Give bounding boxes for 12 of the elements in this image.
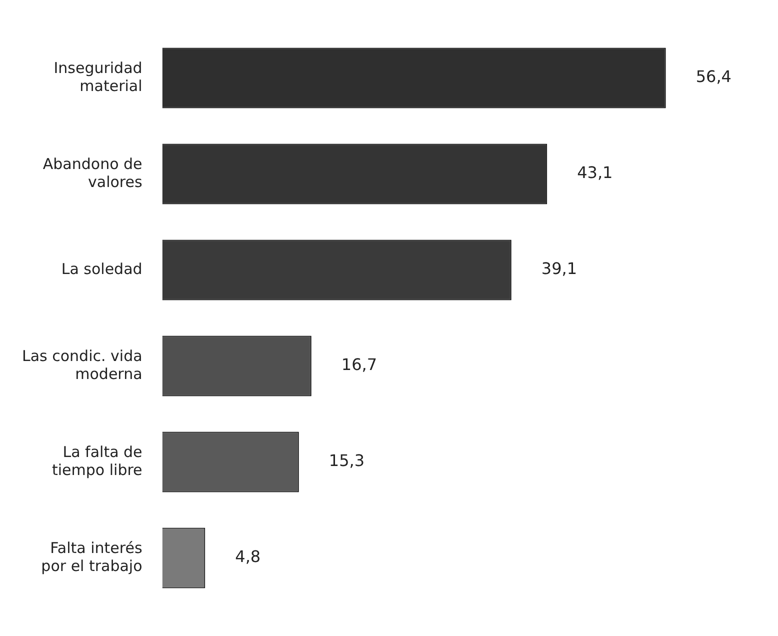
- y-tick-label: Las condic. vida moderna: [22, 346, 142, 383]
- data-label: 15,3: [328, 451, 365, 470]
- data-label: 56,4: [696, 67, 732, 86]
- y-tick-label: Falta interés por el trabajo: [41, 538, 142, 575]
- y-tick-label: La falta de tiempo libre: [52, 442, 142, 479]
- data-label: 39,1: [541, 259, 578, 278]
- y-tick-label: Inseguridad material: [54, 58, 142, 95]
- data-label: 16,7: [341, 355, 378, 374]
- data-label: 43,1: [577, 163, 613, 182]
- y-tick-label: La soledad: [61, 260, 142, 278]
- y-tick-label: Abandono de valores: [42, 154, 142, 191]
- data-label: 4,8: [235, 547, 261, 566]
